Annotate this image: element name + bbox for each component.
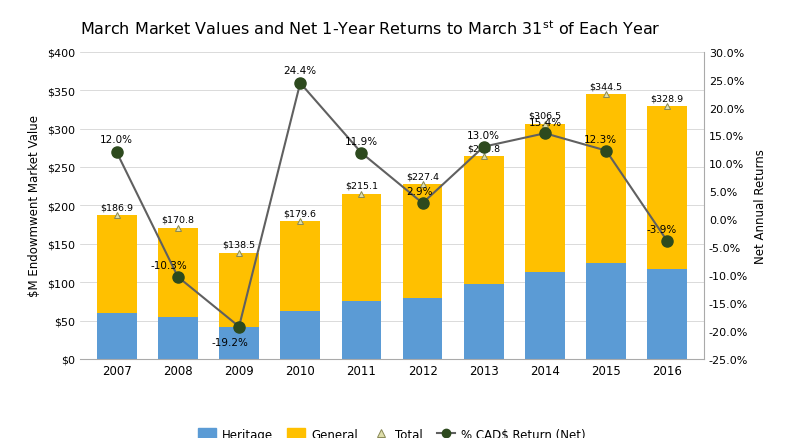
- Text: 12.0%: 12.0%: [100, 134, 134, 145]
- Bar: [280, 222, 320, 312]
- Bar: [97, 216, 137, 313]
- Bar: [402, 298, 442, 359]
- Bar: [97, 313, 137, 359]
- Text: $186.9: $186.9: [100, 203, 134, 212]
- Bar: [647, 269, 687, 359]
- Bar: [219, 327, 259, 359]
- Text: $263.8: $263.8: [467, 144, 500, 153]
- % CAD$ Return (Net): [662, 239, 672, 244]
- % CAD$ Return (Net): [357, 151, 366, 156]
- Bar: [525, 272, 565, 359]
- Text: 24.4%: 24.4%: [284, 66, 317, 76]
- Bar: [280, 312, 320, 359]
- Text: -3.9%: -3.9%: [646, 225, 676, 235]
- Text: $179.6: $179.6: [284, 208, 317, 218]
- Text: $138.5: $138.5: [222, 240, 256, 249]
- Bar: [158, 228, 198, 317]
- % CAD$ Return (Net): [540, 131, 550, 137]
- Bar: [158, 317, 198, 359]
- Text: -10.3%: -10.3%: [150, 261, 187, 271]
- Text: $170.8: $170.8: [162, 215, 194, 224]
- Text: March Market Values and Net 1-Year Returns to March 31$^{\mathregular{st}}$ of E: March Market Values and Net 1-Year Retur…: [80, 20, 661, 39]
- Bar: [342, 194, 382, 301]
- Bar: [464, 157, 504, 285]
- Text: $328.9: $328.9: [650, 94, 684, 103]
- % CAD$ Return (Net): [602, 148, 611, 154]
- % CAD$ Return (Net): [112, 150, 122, 155]
- Text: $344.5: $344.5: [590, 82, 622, 91]
- Y-axis label: $M Endowmwent Market Value: $M Endowmwent Market Value: [29, 115, 42, 297]
- Text: 11.9%: 11.9%: [345, 137, 378, 147]
- Text: 12.3%: 12.3%: [583, 134, 617, 145]
- Text: 13.0%: 13.0%: [467, 131, 500, 141]
- Text: 2.9%: 2.9%: [406, 187, 433, 197]
- Bar: [402, 185, 442, 298]
- Bar: [219, 253, 259, 327]
- Line: % CAD$ Return (Net): % CAD$ Return (Net): [111, 78, 673, 332]
- Text: $306.5: $306.5: [528, 111, 562, 120]
- Text: $227.4: $227.4: [406, 172, 439, 181]
- Bar: [647, 107, 687, 269]
- % CAD$ Return (Net): [234, 324, 244, 329]
- Text: -19.2%: -19.2%: [211, 337, 248, 347]
- Bar: [342, 301, 382, 359]
- % CAD$ Return (Net): [418, 201, 427, 206]
- Bar: [586, 95, 626, 263]
- Bar: [525, 124, 565, 272]
- Legend: Heritage, General, Total, % CAD$ Return (Net): Heritage, General, Total, % CAD$ Return …: [194, 423, 590, 438]
- % CAD$ Return (Net): [295, 81, 305, 86]
- Y-axis label: Net Annual Returns: Net Annual Returns: [754, 148, 766, 263]
- Text: 15.4%: 15.4%: [528, 117, 562, 127]
- Text: $215.1: $215.1: [345, 181, 378, 191]
- Bar: [586, 263, 626, 359]
- % CAD$ Return (Net): [479, 145, 489, 150]
- % CAD$ Return (Net): [173, 275, 182, 280]
- Bar: [464, 285, 504, 359]
